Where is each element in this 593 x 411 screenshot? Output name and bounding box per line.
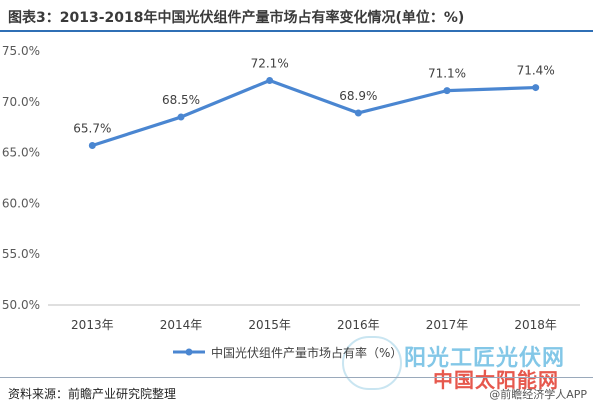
- y-tick-label: 55.0%: [2, 247, 40, 261]
- data-point: [443, 87, 451, 95]
- x-tick-label: 2015年: [248, 318, 291, 332]
- data-point: [354, 109, 362, 117]
- data-point: [88, 141, 96, 149]
- x-tick-label: 2018年: [514, 318, 557, 332]
- x-tick-label: 2014年: [160, 318, 203, 332]
- chart-title: 图表3：2013-2018年中国光伏组件产量市场占有率变化情况(单位：%): [8, 10, 465, 26]
- y-tick-label: 65.0%: [2, 146, 40, 160]
- legend-label: 中国光伏组件产量市场占有率（%）: [211, 345, 402, 360]
- y-tick-label: 70.0%: [2, 95, 40, 109]
- data-label: 72.1%: [251, 56, 289, 70]
- data-label: 71.4%: [517, 64, 555, 78]
- source-note: 资料来源：前瞻产业研究院整理: [8, 387, 177, 401]
- y-tick-label: 60.0%: [2, 196, 40, 210]
- data-label: 68.9%: [339, 89, 377, 103]
- data-point: [177, 113, 185, 121]
- title-underline: [0, 30, 593, 32]
- data-label: 65.7%: [73, 121, 111, 135]
- data-point: [532, 84, 540, 92]
- watermark-credit: @前瞻经济学人APP: [489, 388, 587, 401]
- x-tick-label: 2016年: [337, 318, 380, 332]
- data-label: 71.1%: [428, 67, 466, 81]
- y-tick-label: 50.0%: [2, 298, 40, 312]
- x-tick-label: 2013年: [71, 318, 114, 332]
- series-line: [91, 78, 536, 148]
- watermark-brand-bottom: 中国太阳能网: [433, 368, 559, 392]
- data-point: [266, 76, 274, 84]
- legend-marker: [185, 348, 193, 356]
- data-label: 68.5%: [162, 93, 200, 107]
- footer-divider: [0, 377, 593, 378]
- watermark-seal-icon: [342, 336, 402, 390]
- y-tick-label: 75.0%: [2, 44, 40, 58]
- x-tick-label: 2017年: [426, 318, 469, 332]
- watermark-brand-top: 阳光工匠光伏网: [404, 346, 566, 371]
